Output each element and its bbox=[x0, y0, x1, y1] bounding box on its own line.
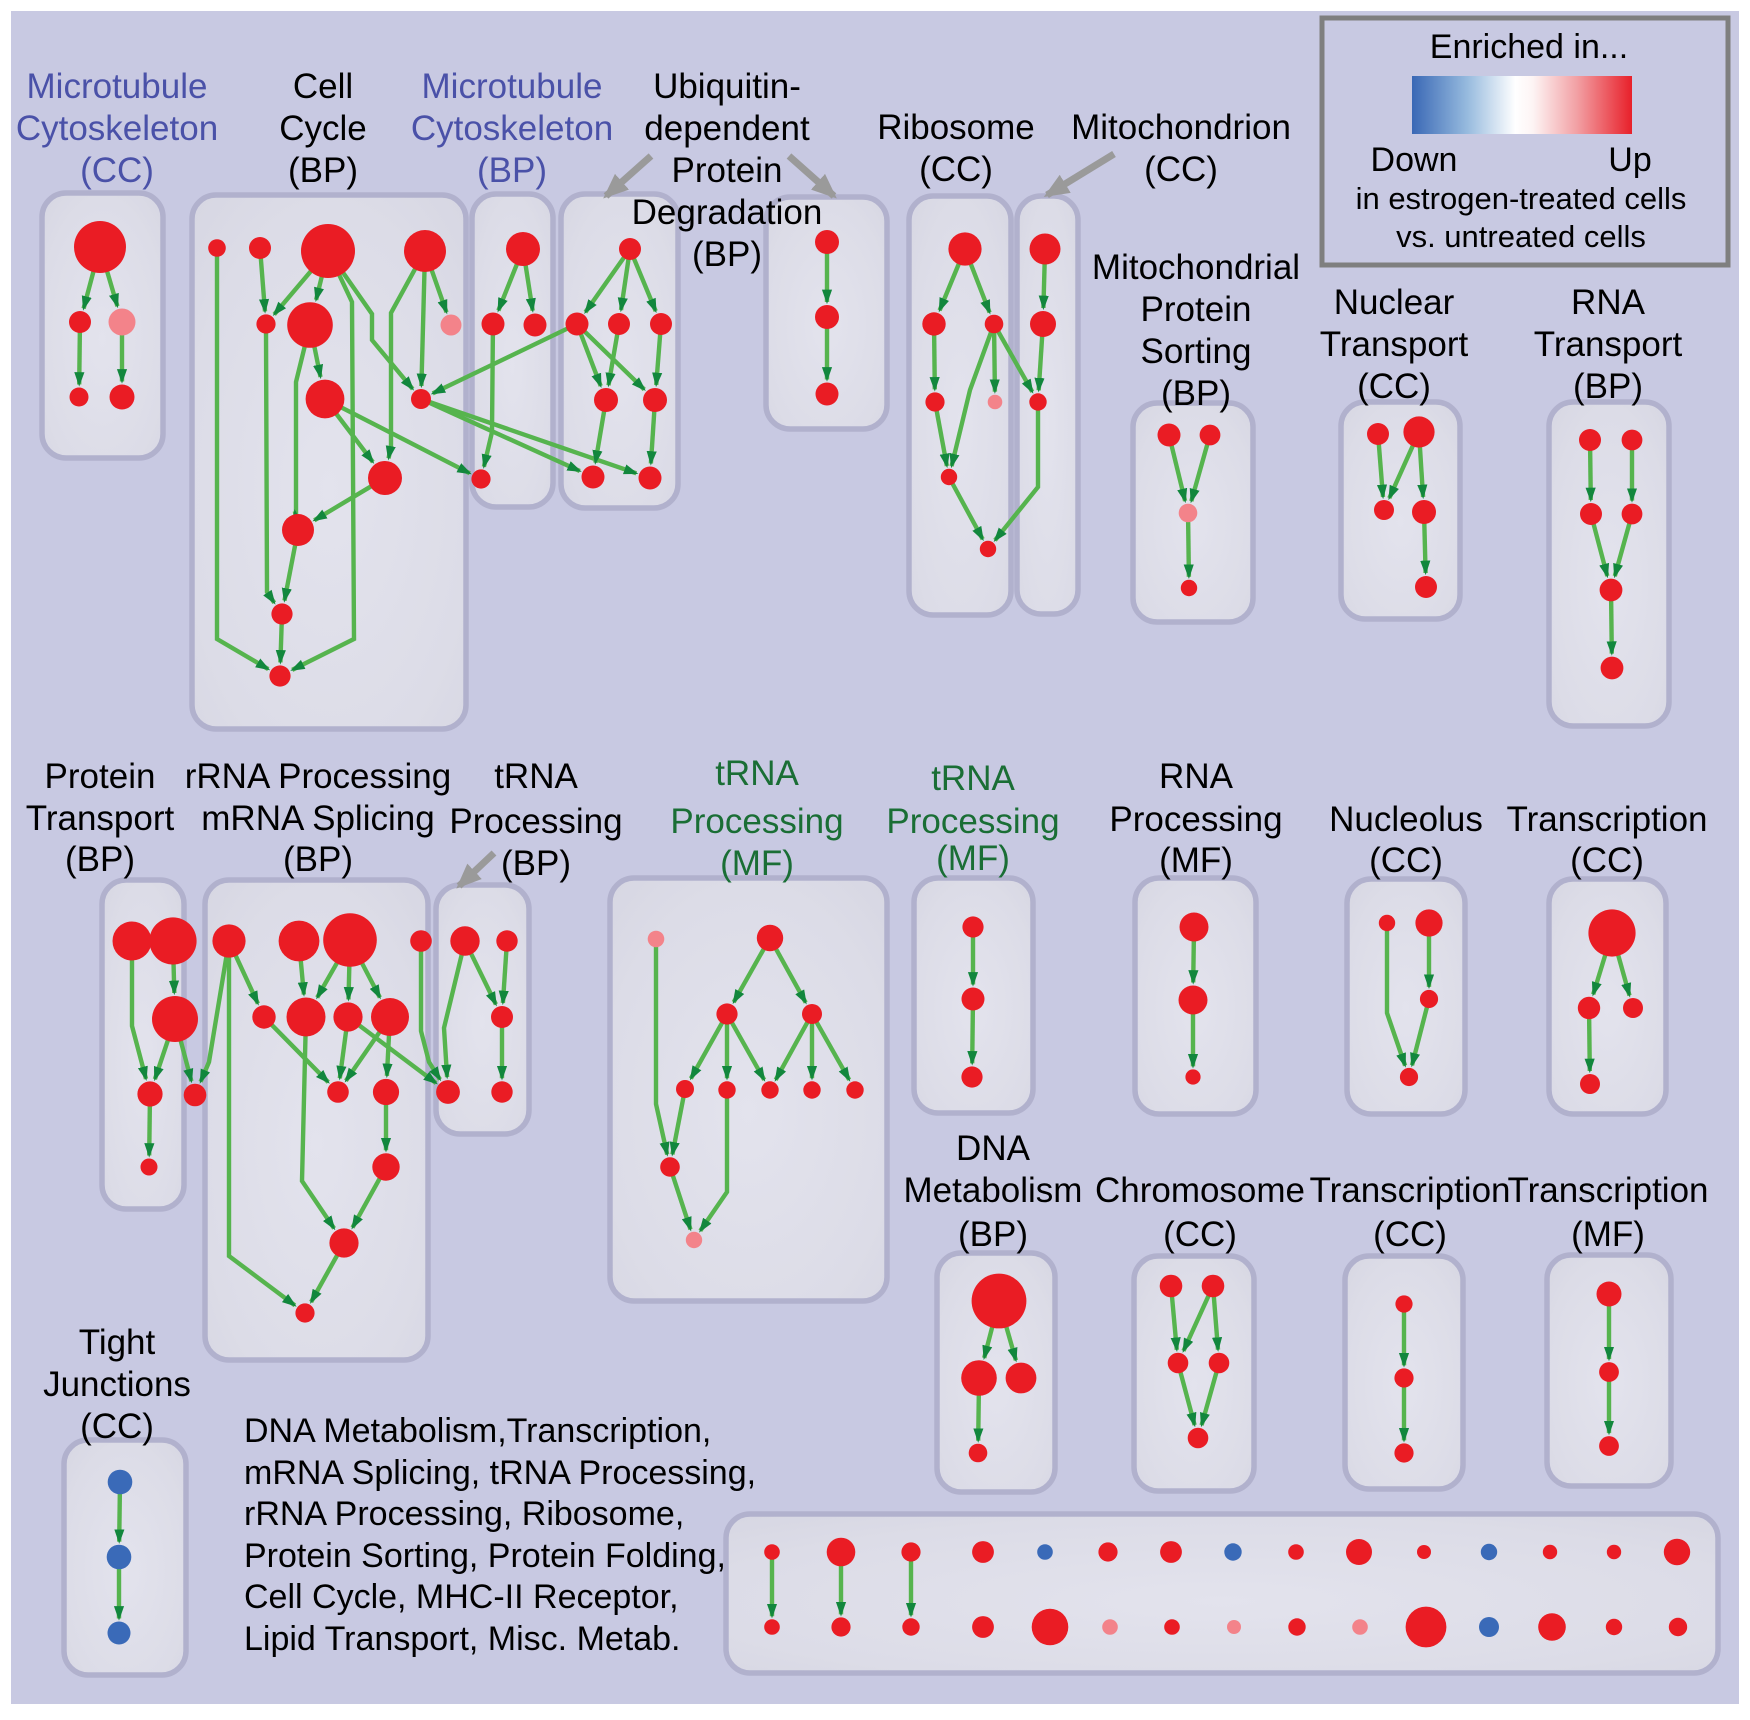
svg-text:Transcription: Transcription bbox=[1507, 800, 1708, 839]
svg-text:(BP): (BP) bbox=[283, 840, 353, 879]
svg-text:tRNA: tRNA bbox=[494, 757, 578, 796]
svg-text:Tight: Tight bbox=[79, 1323, 156, 1362]
svg-text:(MF): (MF) bbox=[1159, 841, 1233, 880]
svg-text:(CC): (CC) bbox=[1357, 367, 1431, 406]
svg-text:Up: Up bbox=[1608, 141, 1651, 179]
svg-text:(BP): (BP) bbox=[1573, 367, 1643, 406]
svg-text:Transport: Transport bbox=[1320, 325, 1469, 364]
svg-text:(BP): (BP) bbox=[1161, 374, 1231, 413]
svg-text:rRNA Processing: rRNA Processing bbox=[185, 757, 451, 796]
svg-text:(BP): (BP) bbox=[288, 151, 358, 190]
svg-text:(CC): (CC) bbox=[1373, 1215, 1447, 1254]
svg-text:(BP): (BP) bbox=[65, 840, 135, 879]
svg-text:RNA: RNA bbox=[1159, 757, 1234, 796]
svg-text:Nucleolus: Nucleolus bbox=[1329, 800, 1483, 839]
svg-text:(BP): (BP) bbox=[477, 151, 547, 190]
svg-text:Transport: Transport bbox=[1534, 325, 1683, 364]
svg-text:(CC): (CC) bbox=[1144, 150, 1218, 189]
svg-text:Chromosome: Chromosome bbox=[1095, 1171, 1305, 1210]
svg-text:Metabolism: Metabolism bbox=[904, 1171, 1083, 1210]
svg-text:vs. untreated cells: vs. untreated cells bbox=[1396, 219, 1646, 254]
svg-text:Enriched in...: Enriched in... bbox=[1430, 28, 1628, 66]
svg-text:Processing: Processing bbox=[670, 802, 843, 841]
svg-text:Transport: Transport bbox=[26, 799, 175, 838]
svg-text:(MF): (MF) bbox=[1571, 1215, 1645, 1254]
svg-text:Cytoskeleton: Cytoskeleton bbox=[411, 109, 613, 148]
svg-text:Microtubule: Microtubule bbox=[422, 67, 603, 106]
svg-text:Transcription: Transcription bbox=[1508, 1171, 1709, 1210]
svg-text:tRNA: tRNA bbox=[931, 759, 1015, 798]
svg-text:Cell Cycle, MHC-II Receptor,: Cell Cycle, MHC-II Receptor, bbox=[244, 1578, 679, 1616]
svg-text:Protein Sorting, Protein Foldi: Protein Sorting, Protein Folding, bbox=[244, 1537, 726, 1575]
svg-text:Degradation: Degradation bbox=[632, 193, 823, 232]
svg-text:Transcription: Transcription bbox=[1310, 1171, 1511, 1210]
svg-text:Lipid Transport, Misc. Metab.: Lipid Transport, Misc. Metab. bbox=[244, 1620, 681, 1658]
svg-text:(BP): (BP) bbox=[692, 235, 762, 274]
svg-text:Sorting: Sorting bbox=[1141, 332, 1252, 371]
svg-text:Mitochondrial: Mitochondrial bbox=[1092, 248, 1300, 287]
svg-text:Protein: Protein bbox=[45, 757, 156, 796]
svg-text:DNA: DNA bbox=[956, 1129, 1031, 1168]
svg-text:Cell: Cell bbox=[293, 67, 353, 106]
svg-text:tRNA: tRNA bbox=[715, 754, 799, 793]
svg-text:(BP): (BP) bbox=[958, 1215, 1028, 1254]
svg-text:(BP): (BP) bbox=[501, 844, 571, 883]
svg-text:Junctions: Junctions bbox=[43, 1365, 191, 1404]
svg-text:(MF): (MF) bbox=[720, 844, 794, 883]
svg-text:mRNA Splicing, tRNA Processing: mRNA Splicing, tRNA Processing, bbox=[244, 1454, 756, 1492]
svg-text:Processing: Processing bbox=[449, 802, 622, 841]
svg-text:(MF): (MF) bbox=[936, 839, 1010, 878]
svg-text:Processing: Processing bbox=[886, 802, 1059, 841]
svg-text:(CC): (CC) bbox=[1163, 1215, 1237, 1254]
svg-text:(CC): (CC) bbox=[80, 1407, 154, 1446]
svg-text:RNA: RNA bbox=[1571, 283, 1646, 322]
svg-text:Cytoskeleton: Cytoskeleton bbox=[16, 109, 218, 148]
svg-text:Processing: Processing bbox=[1109, 800, 1282, 839]
svg-text:Ribosome: Ribosome bbox=[877, 108, 1035, 147]
svg-text:Down: Down bbox=[1371, 141, 1458, 179]
svg-text:Mitochondrion: Mitochondrion bbox=[1071, 108, 1291, 147]
svg-text:Cycle: Cycle bbox=[279, 109, 367, 148]
svg-text:mRNA Splicing: mRNA Splicing bbox=[201, 799, 434, 838]
svg-text:rRNA Processing, Ribosome,: rRNA Processing, Ribosome, bbox=[244, 1495, 684, 1533]
svg-text:Protein: Protein bbox=[1141, 290, 1252, 329]
svg-text:DNA Metabolism,Transcription,: DNA Metabolism,Transcription, bbox=[244, 1412, 711, 1450]
svg-text:Microtubule: Microtubule bbox=[27, 67, 208, 106]
svg-text:Protein: Protein bbox=[672, 151, 783, 190]
svg-text:(CC): (CC) bbox=[80, 151, 154, 190]
svg-text:(CC): (CC) bbox=[1570, 841, 1644, 880]
svg-text:in estrogen-treated cells: in estrogen-treated cells bbox=[1356, 181, 1687, 216]
svg-text:Nuclear: Nuclear bbox=[1334, 283, 1455, 322]
svg-text:Ubiquitin-: Ubiquitin- bbox=[653, 67, 801, 106]
svg-text:(CC): (CC) bbox=[1369, 841, 1443, 880]
svg-text:dependent: dependent bbox=[644, 109, 810, 148]
svg-text:(CC): (CC) bbox=[919, 150, 993, 189]
